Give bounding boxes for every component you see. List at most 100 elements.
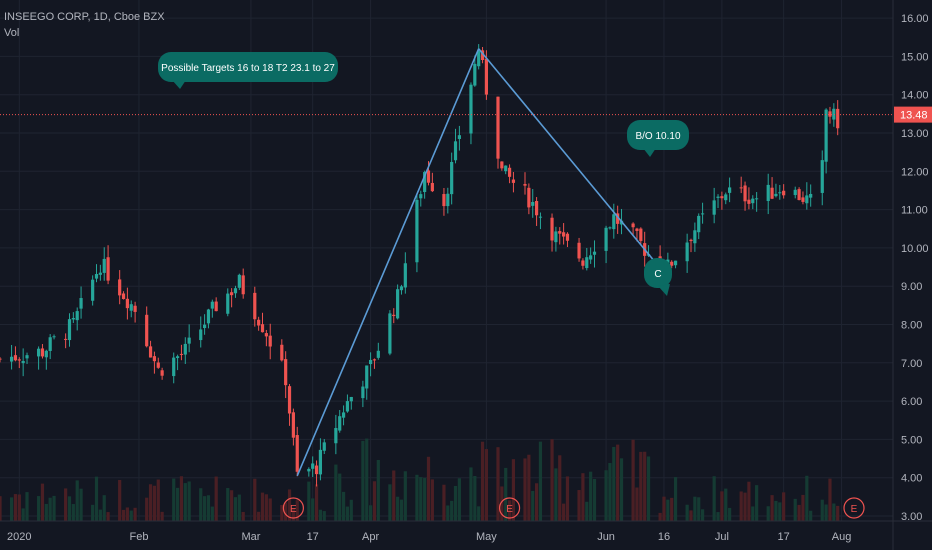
- y-tick-label: 10.00: [901, 243, 929, 255]
- candle-body: [187, 337, 191, 344]
- volume-bar: [419, 477, 423, 521]
- candle-body: [446, 193, 450, 207]
- earnings-marker-label: E: [851, 504, 858, 515]
- candle-body: [751, 198, 755, 204]
- volume-bar: [79, 488, 83, 521]
- candle-body: [314, 465, 319, 475]
- volume-bar: [511, 459, 516, 521]
- y-tick-label: 11.00: [901, 205, 928, 217]
- volume-bar: [477, 506, 481, 521]
- candle-body: [403, 263, 407, 288]
- candle-body: [233, 288, 238, 294]
- candle-body: [44, 350, 48, 358]
- volume-bar: [175, 487, 180, 521]
- volume-bar: [612, 446, 616, 521]
- volume-bar: [832, 503, 836, 521]
- volume-bar: [774, 500, 778, 521]
- candle-body: [585, 257, 589, 269]
- volume-bar: [214, 476, 218, 521]
- volume-bar: [322, 511, 326, 521]
- candle-body: [511, 179, 516, 183]
- point-c-text: C: [654, 269, 661, 280]
- candle-body: [457, 135, 461, 139]
- candle-body: [368, 359, 373, 365]
- y-tick-label: 16.00: [901, 13, 929, 25]
- candle-body: [477, 51, 481, 67]
- candle-body: [828, 111, 832, 117]
- candle-body: [152, 356, 157, 362]
- volume-bar: [0, 496, 2, 521]
- volume-bar: [106, 512, 110, 521]
- volume-bar: [631, 439, 635, 521]
- y-axis[interactable]: 16.00 15.00 14.00 13.00 12.00 11.00 10.00 9.00 8…: [892, 0, 932, 550]
- candle-body: [160, 370, 164, 376]
- breakout-callout-tail: [643, 148, 656, 157]
- candle-body: [507, 167, 512, 177]
- y-tick-label: 12.00: [901, 166, 929, 178]
- candle-body: [341, 412, 346, 418]
- volume-bar: [253, 478, 257, 521]
- volume-bar: [751, 506, 755, 521]
- volume-bar: [558, 455, 562, 521]
- volume-bar: [473, 475, 477, 521]
- volume-bar: [226, 488, 230, 521]
- x-tick-label: 16: [658, 531, 670, 543]
- volume-bar: [423, 477, 427, 521]
- candle-body: [349, 396, 353, 402]
- volume-bar: [241, 511, 245, 521]
- volume-bar: [145, 497, 149, 521]
- symbol-title: INSEEGO CORP, 1D, Cboe BZX: [4, 11, 165, 23]
- candle-body: [75, 311, 79, 321]
- volume-bar: [565, 476, 570, 521]
- x-tick-label: Apr: [362, 531, 379, 543]
- trendline-segment: [478, 48, 665, 274]
- candle-body: [419, 194, 423, 199]
- volume-bar: [75, 480, 79, 521]
- volume-bar: [426, 456, 431, 521]
- volume-bar: [187, 481, 191, 521]
- earnings-marker: [498, 497, 521, 519]
- candle-body: [581, 260, 585, 266]
- candle-body: [280, 344, 284, 361]
- candle-body: [179, 353, 184, 355]
- volume-bars: [0, 438, 840, 521]
- candle-body: [226, 293, 230, 314]
- volume-bar: [233, 497, 238, 521]
- volume-bar: [453, 485, 458, 521]
- candle-body: [264, 333, 268, 337]
- candle-body: [782, 190, 786, 196]
- volume-bar: [550, 439, 554, 521]
- volume-bar: [658, 512, 662, 521]
- volume-bar: [712, 476, 716, 521]
- volume-bar: [376, 459, 380, 521]
- candle-body: [423, 172, 427, 193]
- volume-bar: [210, 506, 214, 521]
- candle-body: [415, 199, 419, 263]
- volume-bar: [368, 505, 373, 521]
- volume-bar: [554, 468, 558, 521]
- candle-body: [145, 314, 149, 347]
- volume-bar: [585, 501, 589, 521]
- volume-bar: [523, 458, 527, 521]
- candle-body: [450, 161, 454, 195]
- volume-bar: [728, 507, 732, 521]
- y-tick-label: 7.00: [901, 358, 922, 370]
- candle-body: [37, 348, 41, 357]
- candle-body: [484, 58, 489, 95]
- candle-body: [214, 301, 218, 312]
- candle-body: [604, 227, 608, 251]
- volume-bar: [64, 488, 68, 521]
- earnings-marker: [843, 497, 865, 519]
- candle-body: [345, 401, 350, 412]
- x-axis[interactable]: 2020 Feb Mar 17 Apr May Jun 16 Jul 17 Aug: [0, 520, 932, 543]
- candle-body: [743, 185, 747, 202]
- volume-bar: [766, 506, 770, 521]
- volume-bar: [670, 497, 674, 521]
- trendline: [296, 48, 665, 477]
- volume-bar: [662, 496, 666, 521]
- volume-bar: [747, 481, 751, 521]
- candle-body: [206, 309, 211, 324]
- volume-bar: [643, 451, 647, 521]
- volume-bar: [307, 481, 311, 521]
